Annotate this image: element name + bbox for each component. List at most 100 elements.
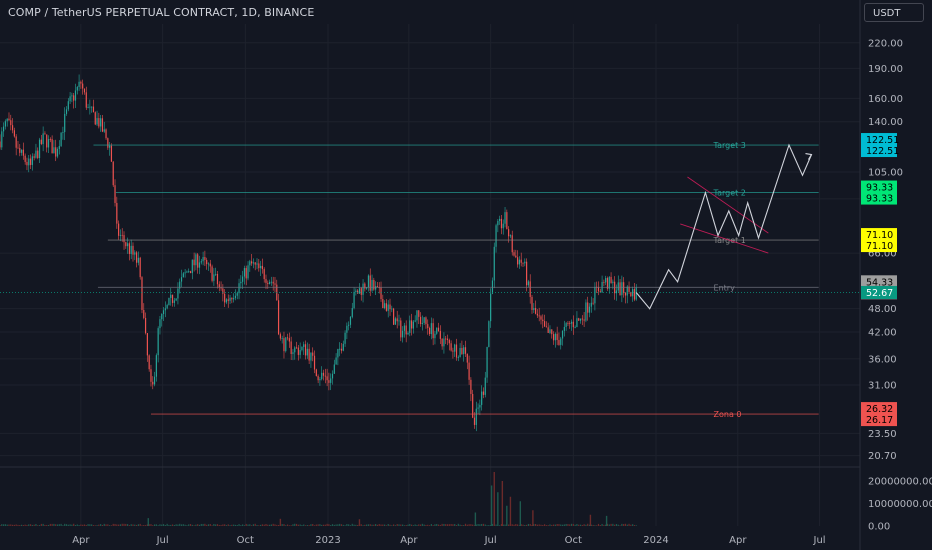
candle-body [134,252,136,255]
volume-bar [313,525,316,526]
candle-body [245,268,247,279]
volume-bar [423,524,425,526]
volume-bar [463,525,465,526]
volume-bar [574,524,576,526]
volume-bar [22,525,24,526]
level-price-tag-text: 122.51 [866,135,899,146]
candle-body [418,310,420,317]
volume-tick-label: 20000000.00 [868,477,932,488]
candle-body [470,379,472,394]
volume-bar [596,525,598,526]
volume-bar [247,524,249,526]
candle-body [517,257,519,265]
candle-body [396,318,398,322]
candle-body [301,346,303,351]
volume-bar [565,523,567,526]
candle-body [398,320,400,322]
volume-bar [105,524,107,526]
time-tick-label: Apr [72,535,90,546]
candle-body [20,149,23,153]
volume-bar [254,523,256,526]
candle-body [98,118,100,127]
candle-body [267,282,269,284]
candle-body [139,257,141,278]
volume-bar [488,525,490,526]
candle-body [170,294,172,298]
volume-bar [319,524,321,526]
volume-bar [621,523,623,526]
candle-body [249,261,251,266]
volume-bar [484,524,486,526]
candle-body [164,308,166,311]
volume-bar [331,524,334,526]
volume-bar [558,524,560,526]
volume-bar [527,523,530,526]
volume-bar [168,524,170,526]
candle-body [277,300,280,335]
candle-body [198,262,201,268]
current-price-tag [861,285,897,299]
candle-body [78,81,80,88]
volume-bar [511,524,513,526]
candle-body [310,352,312,361]
volume-bar [89,524,91,526]
candle-body [333,364,335,374]
candle-body [565,323,567,327]
candle-body [130,245,132,254]
candle-body [419,316,422,324]
candle-body [380,287,382,300]
price-tick-label: 20.70 [868,451,897,462]
volume-bar [317,524,319,526]
volume-bar [366,524,368,526]
candle-body [526,261,528,286]
volume-bar [276,524,278,526]
volume-bar [56,524,59,526]
candle-body [295,347,298,349]
candle-body [28,158,30,166]
volume-bar [274,524,276,526]
volume-bar [614,524,616,526]
volume-bar [360,524,362,526]
volume-bar [281,524,283,526]
candle-body [224,293,226,303]
currency-button[interactable]: USDT [864,3,924,22]
candle-body [153,376,156,385]
candle-body [486,346,488,378]
volume-bar [73,523,75,526]
candle-body [49,139,51,140]
candle-body [626,286,628,296]
candle-body [463,347,465,355]
candle-body [382,299,384,309]
volume-bar [425,524,427,526]
volume-bar [419,524,422,526]
volume-bar [321,524,323,526]
volume-spike [519,501,522,526]
candle-body [328,380,330,383]
candle-body [454,344,456,352]
volume-bar [71,524,73,526]
volume-bar [184,524,186,526]
candle-body [231,297,233,300]
candle-body [204,257,206,260]
candle-body [137,257,139,263]
volume-bar [229,525,231,526]
volume-bar [351,523,353,526]
volume-bar [268,524,271,526]
volume-bar [630,524,632,526]
candle-body [238,283,240,294]
volume-bar [578,524,580,526]
volume-spike [493,472,495,526]
volume-bar [4,524,6,526]
candle-body [83,88,86,93]
candle-body [434,333,436,339]
volume-bar [148,524,150,526]
volume-bar [294,523,296,526]
candle-body [22,149,24,156]
volume-bar [538,524,540,526]
volume-bar [69,524,71,526]
volume-bar [561,524,564,526]
volume-bar [500,523,503,526]
volume-bar [330,525,332,526]
candle-body [281,338,283,339]
